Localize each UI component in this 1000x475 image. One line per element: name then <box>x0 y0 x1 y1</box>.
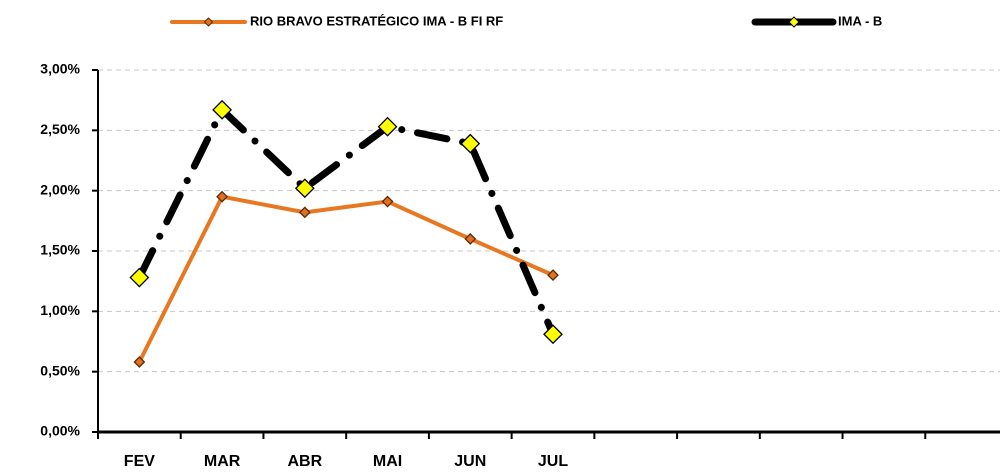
x-tick-label: JUN <box>454 453 486 470</box>
y-tick-label: 2,50% <box>40 121 80 137</box>
series-marker <box>129 267 150 288</box>
y-tick-label: 1,50% <box>40 242 80 258</box>
x-tick-label: FEV <box>124 453 155 470</box>
series-marker <box>547 269 559 282</box>
series-line <box>135 106 557 338</box>
series-line <box>137 194 555 365</box>
legend-label: IMA - B <box>838 13 882 28</box>
series-marker <box>543 324 563 345</box>
series-marker <box>298 206 311 219</box>
legend-label: RIO BRAVO ESTRATÉGICO IMA - B FI RF <box>250 13 503 28</box>
series-marker <box>377 116 398 137</box>
x-tick-label: JUL <box>538 453 568 470</box>
series-marker <box>381 195 394 208</box>
x-tick-label: MAI <box>373 453 402 470</box>
y-tick-label: 1,00% <box>40 302 80 318</box>
series-marker <box>133 356 146 368</box>
y-tick-label: 2,00% <box>40 181 80 197</box>
series-marker <box>294 178 315 199</box>
series-marker <box>464 233 477 245</box>
series-marker <box>212 99 233 120</box>
series-marker <box>460 133 481 154</box>
x-tick-label: MAR <box>204 453 241 470</box>
series-marker <box>216 190 229 203</box>
legend-marker <box>203 17 214 27</box>
y-tick-label: 0,00% <box>40 423 80 439</box>
x-tick-label: ABR <box>287 453 322 470</box>
y-tick-label: 3,00% <box>40 61 80 77</box>
legend-marker <box>788 16 800 28</box>
y-tick-label: 0,50% <box>40 362 80 378</box>
